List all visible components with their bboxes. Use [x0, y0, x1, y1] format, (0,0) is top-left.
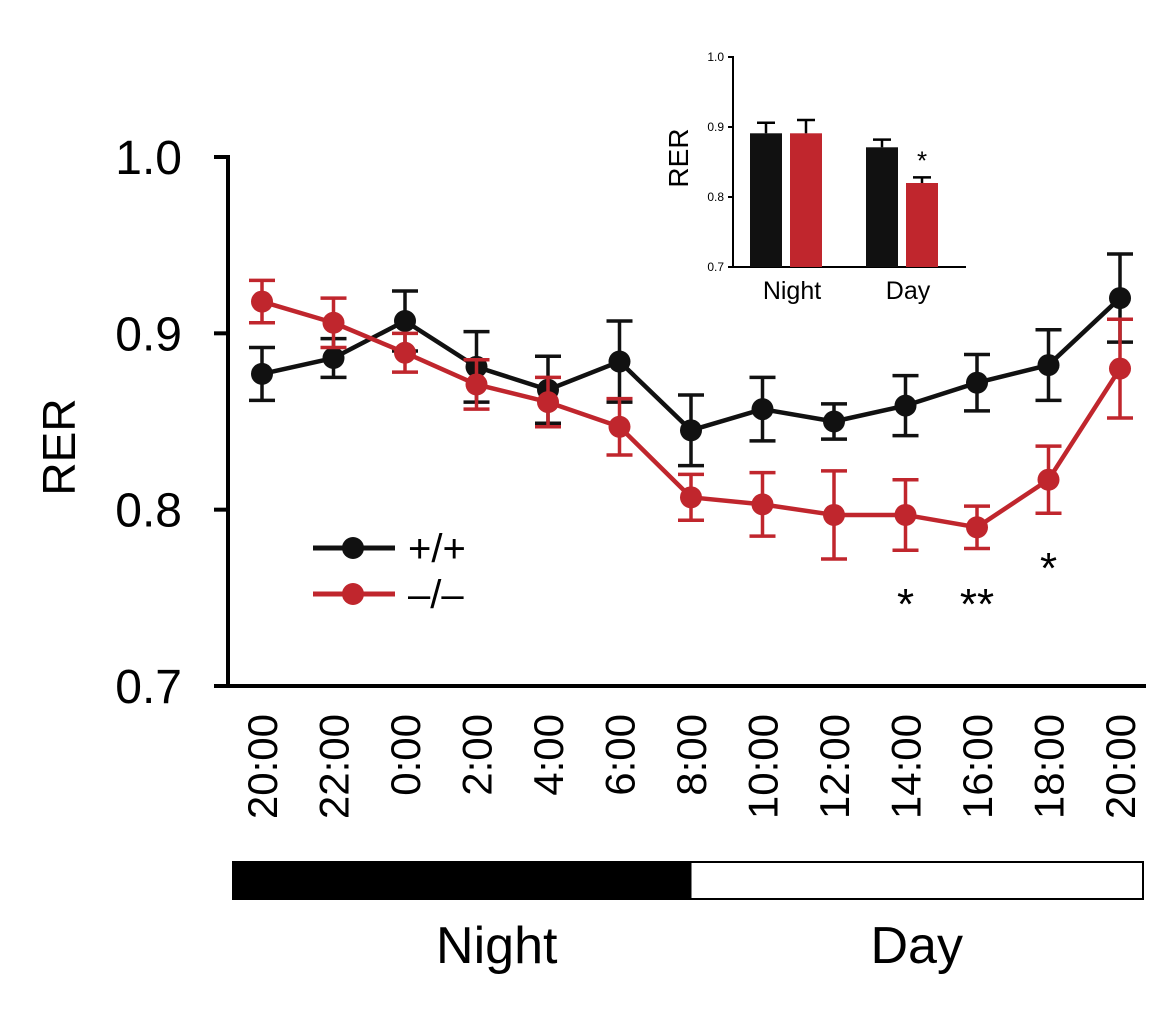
series-knockout	[249, 278, 1133, 561]
x-tick-label: 2:00	[454, 714, 501, 796]
series-wildtype	[249, 252, 1133, 468]
data-point	[394, 309, 416, 332]
inset-bar-chart: 0.7 0.8 0.9 1.0 RER Night Day *	[663, 50, 966, 305]
inset-bar	[866, 147, 898, 267]
inset-bar	[906, 183, 938, 267]
data-point	[894, 394, 917, 417]
legend-marker	[342, 583, 364, 605]
y-tick-label: 0.9	[115, 308, 182, 361]
significance-mark: **	[960, 580, 994, 629]
data-point	[680, 419, 702, 442]
data-point	[322, 311, 345, 334]
significance-mark: *	[897, 580, 914, 629]
data-point	[537, 391, 559, 414]
x-tick-label: 16:00	[954, 714, 1001, 819]
significance-mark: *	[1040, 544, 1057, 593]
data-point	[1109, 287, 1131, 310]
inset-x-label: Night	[763, 277, 821, 305]
data-point	[751, 398, 774, 421]
data-point	[608, 415, 631, 438]
data-point	[823, 410, 845, 433]
main-line-chart: 0.7 0.8 0.9 1.0 RER 20:00 22:00 0:00 2:00 4:00 6…	[33, 132, 1146, 975]
phase-day-bar	[689, 861, 1144, 900]
phase-night-bar	[232, 861, 692, 900]
inset-y-tick-label: 0.7	[707, 260, 724, 274]
inset-y-tick-label: 0.8	[707, 190, 724, 204]
y-tick-label: 1.0	[115, 132, 182, 185]
data-point	[251, 362, 273, 385]
inset-x-label: Day	[886, 277, 931, 305]
data-point	[966, 516, 988, 539]
x-tick-label: 0:00	[382, 714, 429, 796]
data-point	[394, 341, 416, 364]
x-tick-label: 8:00	[668, 714, 715, 796]
legend-marker	[342, 537, 364, 559]
data-point	[680, 486, 702, 509]
x-tick-label: 4:00	[525, 714, 572, 796]
x-tick-label: 20:00	[1097, 714, 1144, 819]
x-tick-label: 10:00	[740, 714, 787, 819]
y-axis-label: RER	[33, 398, 85, 495]
data-point	[608, 350, 631, 373]
x-tick-label: 14:00	[883, 714, 930, 819]
inset-significance-mark: *	[917, 145, 927, 175]
data-point	[823, 503, 845, 526]
y-tick-label: 0.8	[115, 485, 182, 538]
data-point	[751, 493, 774, 516]
data-point	[1109, 357, 1131, 380]
legend-label: –/–	[408, 573, 464, 617]
data-point	[465, 373, 488, 396]
data-point	[1037, 468, 1060, 491]
inset-bar	[750, 133, 782, 267]
x-tick-label: 12:00	[811, 714, 858, 819]
data-point	[322, 347, 345, 370]
data-point	[251, 290, 273, 313]
data-point	[1037, 354, 1060, 377]
day-night-bar: Night Day	[232, 861, 1144, 975]
x-tick-label: 6:00	[597, 714, 644, 796]
inset-y-axis-label: RER	[663, 128, 694, 187]
x-tick-label: 18:00	[1026, 714, 1073, 819]
x-tick-label: 20:00	[239, 714, 286, 819]
inset-y-tick-label: 0.9	[707, 120, 724, 134]
data-point	[966, 371, 988, 394]
x-tick-label: 22:00	[311, 714, 358, 819]
data-point	[894, 503, 917, 526]
phase-label: Night	[436, 917, 558, 975]
legend: +/+–/–	[313, 527, 466, 617]
phase-label: Day	[871, 917, 963, 975]
inset-y-tick-label: 1.0	[707, 50, 724, 64]
inset-bar	[790, 133, 822, 267]
legend-label: +/+	[408, 527, 466, 571]
y-tick-label: 0.7	[115, 661, 182, 714]
